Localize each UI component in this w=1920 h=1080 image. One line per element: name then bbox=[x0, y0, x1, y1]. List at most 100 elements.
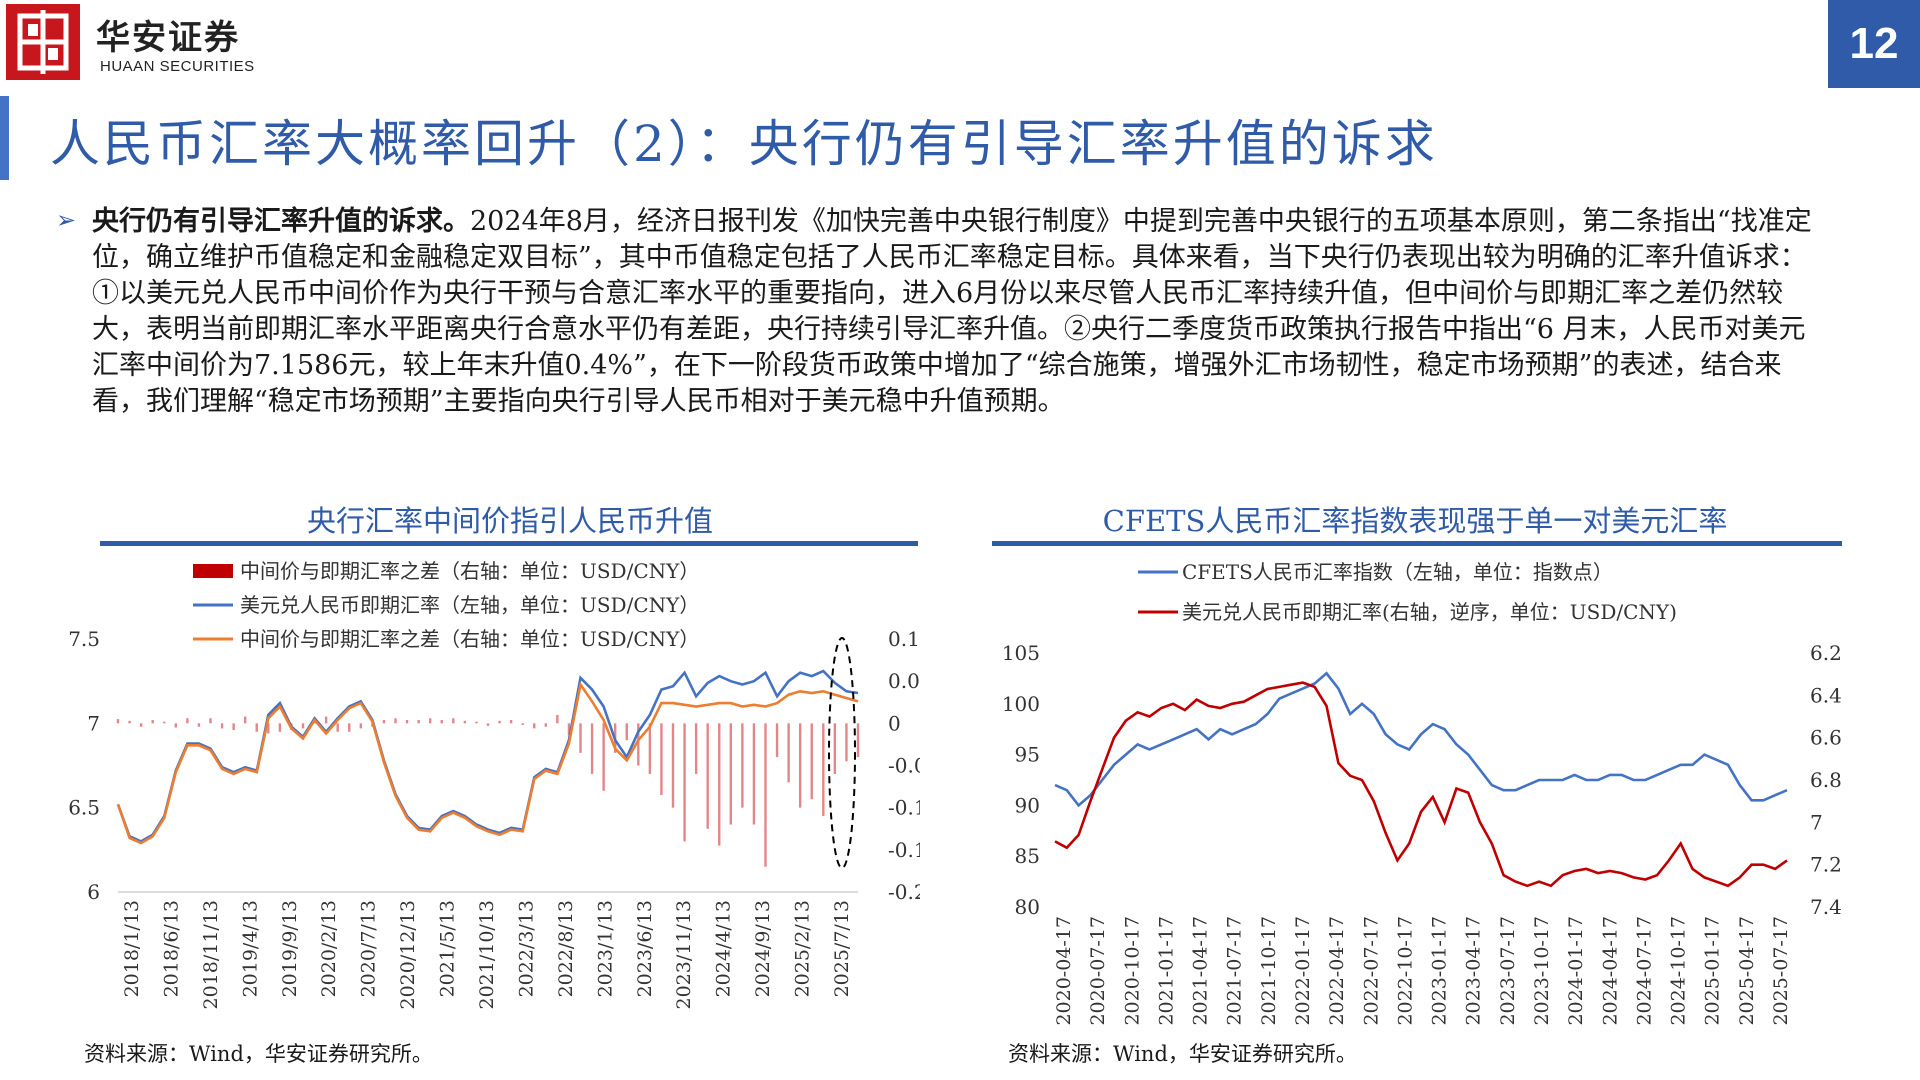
chart1-bar bbox=[590, 723, 594, 774]
chart2-x-tick: 2024-04-17 bbox=[1599, 916, 1621, 1026]
chart1-x-tick: 2024/9/13 bbox=[752, 900, 774, 997]
chart1-bar bbox=[267, 723, 270, 734]
chart1-bar bbox=[209, 718, 212, 724]
chart1-bar bbox=[243, 716, 247, 724]
chart1-bar bbox=[764, 723, 767, 867]
chart1-bar bbox=[752, 723, 756, 825]
chart1-bar bbox=[186, 718, 189, 724]
chart1-bar bbox=[174, 723, 178, 728]
chart1-source: 资料来源：Wind，华安证券研究所。 bbox=[84, 1042, 433, 1066]
chart2-x-tick: 2021-04-17 bbox=[1190, 916, 1212, 1026]
chart1-bar bbox=[278, 723, 282, 732]
chart1-x-tick: 2022/8/13 bbox=[555, 900, 577, 997]
chart1-bar bbox=[694, 723, 698, 774]
chart1-legend-label: 美元兑人民币即期汇率（左轴，单位：USD/CNY） bbox=[240, 593, 699, 617]
chart1-x-tick: 2018/11/13 bbox=[200, 900, 222, 1010]
page-number: 12 bbox=[1828, 0, 1920, 88]
chart2-title-rule bbox=[992, 541, 1842, 546]
chart1-bar bbox=[232, 723, 235, 731]
chart2-x-tick: 2020-07-17 bbox=[1087, 916, 1109, 1026]
chart1-bar bbox=[324, 716, 328, 724]
chart2-x-tick: 2020-10-17 bbox=[1121, 916, 1143, 1026]
paragraph-lead: 央行仍有引导汇率升值的诉求。 bbox=[92, 206, 470, 237]
paragraph-text: 2024年8月，经济日报刊发《加快完善中央银行制度》中提到完善中央银行的五项基本… bbox=[92, 206, 1812, 417]
chart1-bar bbox=[556, 714, 559, 724]
chart1-yright-tick: -0.15 bbox=[888, 838, 920, 862]
chart2-x-tick: 2024-07-17 bbox=[1633, 916, 1655, 1026]
chart1-legend-label: 中间价与即期汇率之差（右轴：单位：USD/CNY） bbox=[240, 627, 699, 651]
chart1-x-tick: 2022/3/13 bbox=[515, 900, 537, 997]
chart1-title: 央行汇率中间价指引人民币升值 bbox=[306, 504, 713, 538]
chart1-bar bbox=[163, 721, 166, 724]
chart1-x-tick: 2024/4/13 bbox=[713, 900, 735, 997]
chart1-bar bbox=[336, 723, 339, 732]
chart1-bar bbox=[498, 720, 501, 724]
chart1-x-tick: 2021/5/13 bbox=[437, 900, 459, 997]
chart1-legend-swatch bbox=[193, 564, 233, 578]
chart2-x-tick: 2023-04-17 bbox=[1463, 916, 1485, 1026]
chart2-series-spot-line bbox=[1054, 681, 1788, 888]
chart1-bar bbox=[567, 723, 571, 736]
chart1-bar bbox=[544, 723, 548, 727]
chart1-title-rule bbox=[100, 541, 918, 546]
chart1-bar bbox=[116, 719, 120, 724]
chart1-yright-tick: 0 bbox=[888, 711, 901, 735]
chart1-bar bbox=[822, 723, 825, 817]
chart2-yright-tick: 6.8 bbox=[1810, 768, 1842, 792]
chart1-bar bbox=[729, 723, 733, 825]
chart1-yright-tick: 0.05 bbox=[888, 669, 920, 693]
chart1-bar bbox=[301, 723, 305, 729]
chart1-bar bbox=[533, 723, 536, 729]
chart1-bar bbox=[775, 723, 779, 758]
chart2-yright-tick: 7.4 bbox=[1810, 895, 1842, 919]
chart1-bar bbox=[521, 723, 524, 726]
chart2-yleft-tick: 105 bbox=[1002, 641, 1040, 665]
chart1-bar bbox=[579, 723, 582, 753]
chart1-bar bbox=[463, 720, 467, 724]
brand-name-en: HUAAN SECURITIES bbox=[100, 58, 255, 75]
chart1-bar bbox=[810, 723, 813, 800]
chart2-yleft-tick: 95 bbox=[1015, 743, 1040, 767]
chart2-x-tick: 2022-01-17 bbox=[1292, 916, 1314, 1026]
chart1-bar bbox=[440, 719, 443, 724]
chart2: CFETS人民币汇率指数（左轴，单位：指数点） 美元兑人民币即期汇率(右轴，逆序，… bbox=[1002, 560, 1842, 1026]
chart2-x-tick: 2023-07-17 bbox=[1497, 916, 1519, 1026]
chart1-bar bbox=[660, 723, 663, 796]
chart2-x-tick: 2022-07-17 bbox=[1360, 916, 1382, 1026]
chart1-yright-tick: 0.1 bbox=[888, 627, 920, 651]
chart1-bar bbox=[845, 723, 848, 762]
chart2-yleft-tick: 80 bbox=[1015, 895, 1040, 919]
logo-mark-icon bbox=[17, 10, 69, 74]
chart1-bar bbox=[417, 719, 420, 724]
chart1-x-tick: 2018/1/13 bbox=[121, 900, 143, 997]
logo bbox=[6, 4, 80, 80]
chart1-bar bbox=[348, 723, 351, 732]
chart2-x-tick: 2023-01-17 bbox=[1429, 916, 1451, 1026]
chart1-bar bbox=[787, 723, 790, 783]
chart1-bar bbox=[359, 723, 363, 729]
chart1-bar bbox=[128, 720, 131, 724]
chart2-legend-label: 美元兑人民币即期汇率(右轴，逆序，单位：USD/CNY) bbox=[1182, 600, 1677, 624]
chart1-bar bbox=[856, 723, 860, 758]
chart1-bar bbox=[151, 719, 154, 724]
chart2-x-tick: 2023-10-17 bbox=[1531, 916, 1553, 1026]
chart1-bar bbox=[220, 723, 224, 729]
chart1-x-tick: 2019/9/13 bbox=[279, 900, 301, 997]
chart1-x-tick: 2020/12/13 bbox=[397, 900, 419, 1010]
chart1-x-tick: 2023/11/13 bbox=[673, 900, 695, 1010]
chart1-x-tick: 2025/7/13 bbox=[831, 900, 853, 997]
chart1-yleft-tick: 6.5 bbox=[68, 796, 100, 820]
chart1-bar bbox=[197, 723, 201, 727]
chart2-x-tick: 2024-01-17 bbox=[1565, 916, 1587, 1026]
chart1-bar bbox=[718, 723, 721, 846]
chart1-x-tick: 2023/1/13 bbox=[594, 900, 616, 997]
chart2-yright-tick: 6.6 bbox=[1810, 726, 1842, 750]
chart1-bar bbox=[486, 723, 490, 726]
chart1-bar bbox=[671, 723, 675, 808]
chart1-bar bbox=[602, 723, 605, 791]
chart1-bar bbox=[394, 718, 397, 724]
chart2-yright-tick: 6.2 bbox=[1810, 641, 1842, 665]
chart1-series-fix-line bbox=[116, 681, 859, 845]
chart2-yleft-tick: 85 bbox=[1015, 844, 1040, 868]
chart2-x-tick: 2021-01-17 bbox=[1155, 916, 1177, 1026]
